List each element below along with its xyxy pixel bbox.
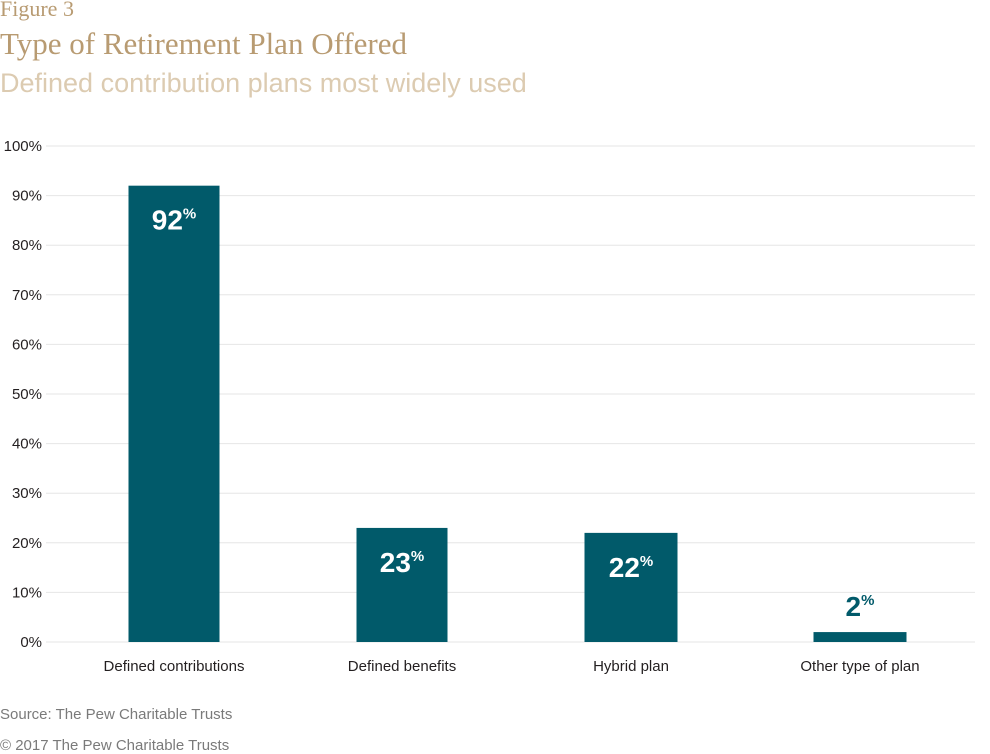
bar-value-suffix: % xyxy=(411,548,424,565)
bar xyxy=(813,632,907,642)
y-axis-ticks: 0% 10% 20% 30% 40% 50% 60% 70% 80% 90% 100% xyxy=(4,138,42,651)
y-tick-label: 0% xyxy=(20,634,42,651)
y-tick-label: 100% xyxy=(4,138,42,155)
bar-value-suffix: % xyxy=(183,206,196,223)
bar-value-number: 2 xyxy=(846,591,862,622)
x-category-label: Hybrid plan xyxy=(593,658,669,675)
bars xyxy=(128,185,907,642)
chart-subtitle: Defined contribution plans most widely u… xyxy=(0,68,527,98)
bar-value-number: 92 xyxy=(152,205,183,236)
y-tick-label: 70% xyxy=(12,287,42,304)
bar-value-label: 2% xyxy=(846,591,875,622)
bar-value-number: 23 xyxy=(380,547,411,578)
bar-value-label: 22% xyxy=(609,552,654,583)
x-axis-categories: Defined contributions Defined benefits Hyb… xyxy=(104,658,920,675)
figure-label: Figure 3 xyxy=(0,0,74,21)
bar xyxy=(128,185,220,642)
x-category-label: Defined contributions xyxy=(104,658,245,675)
bar xyxy=(584,532,678,642)
y-tick-label: 40% xyxy=(12,436,42,453)
bar xyxy=(356,527,448,642)
y-tick-label: 30% xyxy=(12,485,42,502)
bar-value-label: 23% xyxy=(380,547,425,578)
value-labels: 92%23% 22%2% xyxy=(152,205,875,622)
copyright-note: © 2017 The Pew Charitable Trusts xyxy=(0,737,230,754)
x-category-label: Defined benefits xyxy=(348,658,456,675)
y-tick-label: 50% xyxy=(12,386,42,403)
y-tick-label: 20% xyxy=(12,535,42,552)
bar-value-label: 92% xyxy=(152,205,197,236)
y-tick-label: 90% xyxy=(12,188,42,205)
bar-value-suffix: % xyxy=(861,592,874,609)
y-tick-label: 10% xyxy=(12,584,42,601)
x-category-label: Other type of plan xyxy=(800,658,919,675)
y-tick-label: 60% xyxy=(12,336,42,353)
chart-title: Type of Retirement Plan Offered xyxy=(0,26,408,61)
bar-value-suffix: % xyxy=(640,553,653,570)
source-note: Source: The Pew Charitable Trusts xyxy=(0,706,233,723)
bar-value-number: 22 xyxy=(609,552,640,583)
bar-chart: 0%10%20%30%40%50%60%70%80%90%100% 92%23%… xyxy=(4,138,975,675)
y-tick-label: 80% xyxy=(12,237,42,254)
